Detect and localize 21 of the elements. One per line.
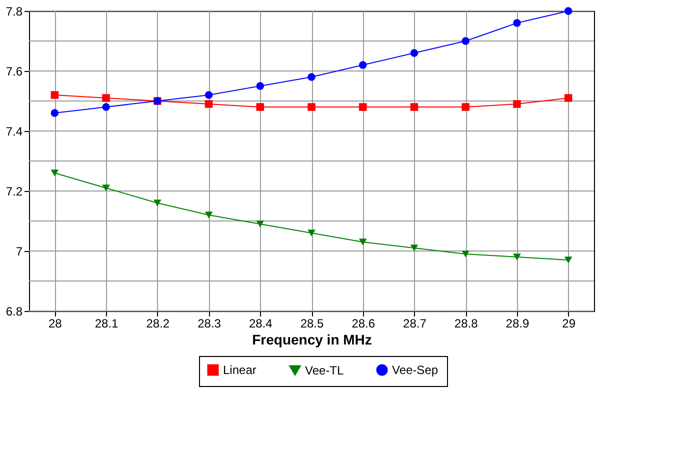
y-tick-label: 6.8 — [6, 304, 23, 318]
x-tick-label: 29 — [562, 316, 576, 330]
x-tick-label: 28.9 — [506, 316, 530, 330]
x-tick-label: 28.6 — [352, 316, 376, 330]
legend-label: Vee-Sep — [392, 363, 438, 377]
x-tick-label: 28 — [48, 316, 62, 330]
x-tick-label: 28.2 — [146, 316, 170, 330]
x-tick-label: 28.1 — [94, 316, 119, 330]
y-tick-label: 7.8 — [6, 4, 23, 18]
y-tick-label: 7 — [16, 244, 23, 258]
y-tick-label: 7.2 — [6, 184, 23, 198]
legend-label: Vee-TL — [305, 363, 344, 378]
x-tick-label: 28.4 — [248, 316, 273, 330]
y-tick-label: 7.6 — [6, 64, 23, 78]
x-tick-label: 28.8 — [454, 316, 478, 330]
x-tick-label: 28.5 — [300, 316, 324, 330]
x-tick-label: 28.3 — [198, 316, 222, 330]
legend-label: Linear — [223, 363, 256, 377]
x-axis-title: Frequency in MHz — [252, 332, 372, 348]
x-tick-label: 28.7 — [403, 316, 427, 330]
y-tick-label: 7.4 — [6, 124, 23, 138]
